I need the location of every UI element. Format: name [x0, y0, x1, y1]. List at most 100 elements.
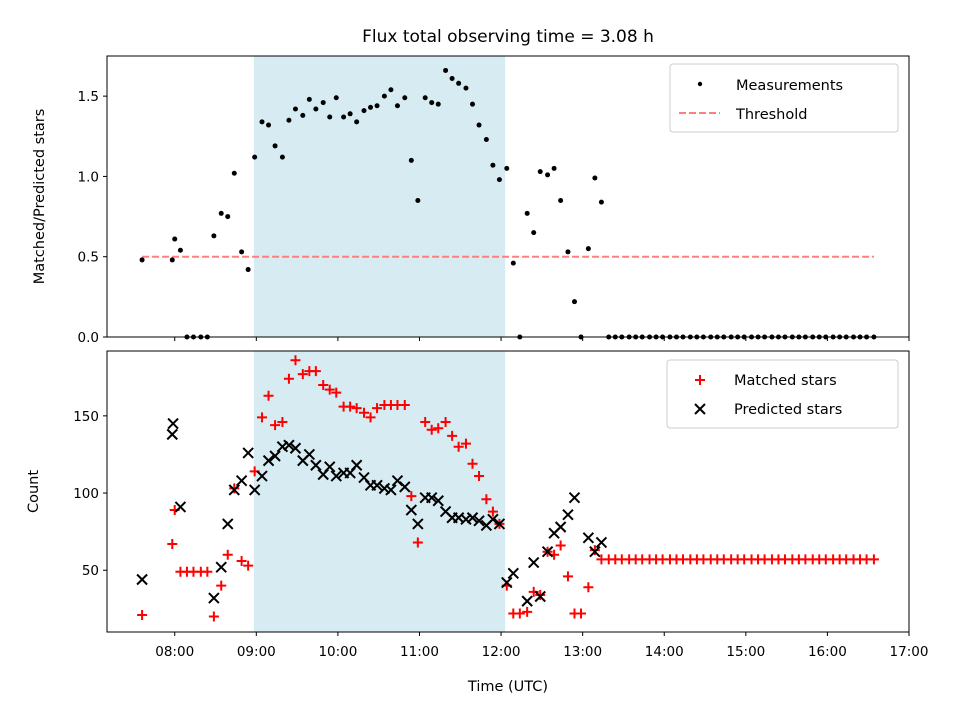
predicted-point	[136, 573, 148, 586]
matched-point	[222, 549, 233, 560]
predicted-point	[174, 501, 187, 513]
predicted-point	[289, 442, 302, 454]
matched-point	[167, 538, 178, 549]
matched-point	[406, 491, 417, 502]
measurement-point	[510, 260, 516, 266]
measurement-point	[272, 143, 278, 149]
count-series-layer	[136, 355, 879, 622]
measurement-point	[139, 257, 145, 263]
matched-point	[555, 540, 566, 551]
measurement-point	[496, 177, 502, 183]
matched-point	[467, 458, 478, 469]
matched-point	[481, 494, 492, 505]
legend-threshold-label: Threshold	[735, 107, 807, 123]
predicted-point	[269, 450, 281, 462]
matched-point	[528, 586, 539, 597]
ratio-x-ticks	[174, 337, 910, 341]
matched-point	[535, 589, 546, 600]
predicted-point	[283, 439, 295, 451]
predicted-point	[310, 459, 322, 471]
ratio-legend-box	[669, 63, 899, 133]
legend-matched-marker	[695, 375, 705, 385]
measurement-point	[463, 85, 469, 91]
measurement-point	[252, 154, 258, 160]
matched-point	[412, 537, 423, 548]
matched-point	[399, 400, 410, 411]
measurement-point	[429, 100, 435, 106]
matched-point	[202, 566, 213, 577]
predicted-point	[256, 470, 268, 482]
ratio-panel-frame	[106, 55, 910, 338]
predicted-point	[487, 513, 499, 525]
matched-point	[283, 373, 294, 384]
measurement-point	[368, 104, 374, 110]
predicted-point	[595, 536, 608, 549]
measurement-point	[537, 169, 543, 175]
matched-point	[236, 555, 247, 566]
count-y-axis: 50 100 150	[73, 409, 107, 579]
matched-point	[453, 441, 464, 452]
predicted-point	[350, 459, 363, 471]
measurement-point	[286, 117, 292, 123]
chart-title: Flux total observing time = 3.08 h	[362, 27, 654, 47]
measurement-point	[402, 95, 408, 101]
measurement-point	[388, 87, 394, 93]
predicted-point	[568, 491, 581, 504]
measurement-point	[333, 95, 339, 101]
measurement-point	[239, 249, 245, 255]
measurement-point	[558, 198, 564, 204]
measurement-point	[225, 214, 231, 220]
matched-point	[589, 545, 600, 556]
matched-point	[562, 571, 573, 582]
count-ytick-label: 150	[73, 409, 99, 425]
measurement-point	[347, 111, 353, 117]
measurement-point	[598, 199, 604, 205]
predicted-point	[262, 454, 275, 467]
measurement-point	[172, 236, 178, 242]
predicted-point	[534, 590, 546, 603]
predicted-point	[215, 561, 227, 573]
measurement-point	[592, 175, 598, 181]
matched-point	[318, 379, 329, 390]
matched-point	[514, 608, 525, 619]
time-xtick-label: 10:00	[318, 644, 357, 660]
time-xtick-label: 11:00	[400, 644, 439, 660]
measurement-point	[327, 114, 333, 120]
ratio-ytick-label: 1.5	[78, 89, 99, 105]
measurement-point	[211, 233, 217, 239]
ratio-y-axis: 0.0 0.5 1.0 1.5	[78, 89, 107, 346]
matched-point	[426, 424, 437, 435]
matched-point	[440, 417, 451, 428]
predicted-point	[303, 448, 316, 461]
ratio-ytick-label: 0.5	[78, 250, 99, 266]
measurement-point	[504, 165, 510, 171]
measurement-point	[435, 101, 441, 107]
measurement-point	[169, 257, 175, 263]
predicted-point	[562, 508, 574, 521]
legend-predicted-marker	[694, 403, 706, 415]
matched-point	[474, 471, 485, 482]
matched-point	[868, 554, 879, 565]
ratio-y-axis-label: Matched/Predicted stars	[32, 109, 48, 285]
time-x-axis-label: Time (UTC)	[467, 679, 548, 695]
measurement-point	[449, 75, 455, 81]
count-legend-box	[666, 359, 899, 429]
matched-point	[576, 608, 587, 619]
measurement-point	[551, 165, 557, 171]
matched-point	[372, 403, 383, 414]
time-xtick-label: 08:00	[155, 644, 194, 660]
measurement-point	[415, 198, 421, 204]
measurement-point	[259, 119, 265, 125]
time-xtick-label: 14:00	[645, 644, 684, 660]
matched-point	[208, 611, 219, 622]
matched-point	[257, 412, 268, 423]
matched-point	[331, 387, 342, 398]
legend-predicted-label: Predicted stars	[734, 402, 842, 418]
predicted-point	[167, 417, 179, 430]
time-xtick-label: 13:00	[563, 644, 602, 660]
measurement-point	[490, 162, 496, 168]
matched-point	[263, 390, 274, 401]
matched-point	[270, 420, 281, 431]
matched-point	[277, 417, 288, 428]
